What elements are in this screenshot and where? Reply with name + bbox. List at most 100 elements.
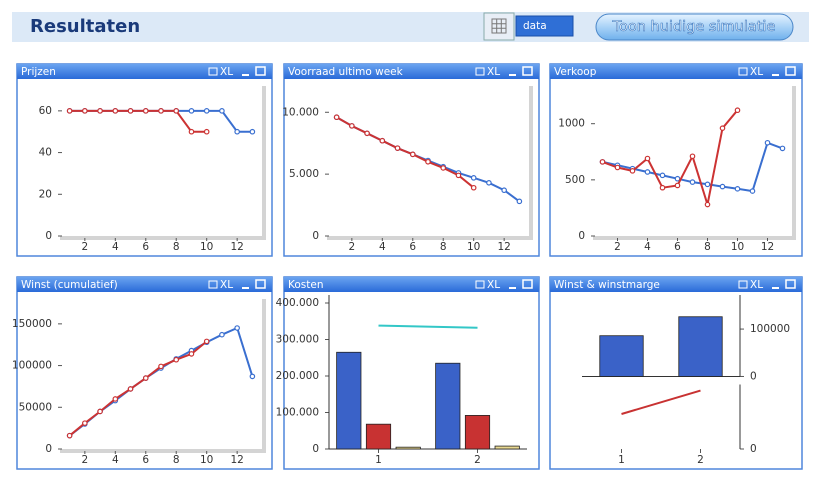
y-tick-label: 100000 [750, 323, 790, 335]
x-tick-label: 8 [173, 241, 180, 253]
print-icon [738, 67, 748, 76]
point [704, 201, 711, 208]
data-button[interactable] [515, 15, 574, 37]
point [97, 408, 103, 415]
bar [395, 446, 421, 450]
point [644, 169, 651, 175]
point [394, 145, 401, 151]
grid-icon[interactable] [483, 12, 515, 41]
bar [678, 316, 723, 377]
x-tick-label: 12 [230, 241, 243, 253]
x-tick-label: 4 [112, 454, 119, 466]
x-tick-label: 6 [409, 241, 416, 253]
x-tick-label: 2 [697, 454, 704, 466]
point [349, 123, 355, 129]
y-tick-label: 1000 [558, 118, 585, 130]
print-icon [208, 67, 218, 76]
x-tick-label: 6 [142, 454, 149, 466]
point [219, 331, 225, 338]
point [764, 139, 771, 146]
minimize-icon [772, 74, 779, 76]
simulation-button[interactable] [595, 13, 794, 41]
series-line [621, 389, 701, 415]
point [158, 108, 164, 114]
point [674, 182, 681, 189]
point [659, 184, 666, 191]
point [409, 151, 416, 158]
window [283, 276, 540, 470]
series-line [336, 116, 475, 189]
point [234, 128, 240, 135]
window-xl: XL [750, 279, 763, 291]
point [379, 137, 386, 144]
point [142, 375, 149, 381]
bar [336, 351, 362, 450]
y-tick-label: 0 [312, 230, 319, 242]
y-tick-label: 10.000 [282, 106, 319, 118]
point [112, 396, 119, 402]
point [249, 373, 256, 380]
minimize-icon [242, 74, 249, 76]
minimize-icon [242, 287, 249, 289]
maximize-icon [522, 279, 533, 289]
window-title: Winst & winstmarge [554, 279, 660, 291]
maximize-icon [255, 66, 266, 76]
x-tick-label: 10 [467, 241, 480, 253]
y-tick-label: 0 [312, 443, 319, 455]
x-tick-label: 10 [200, 454, 213, 466]
y-tick-label: 300.000 [276, 334, 319, 346]
point [142, 108, 149, 114]
point [440, 165, 447, 171]
series-line [378, 324, 478, 329]
window [549, 276, 803, 470]
window-xl: XL [220, 66, 233, 78]
x-tick-label: 2 [82, 241, 89, 253]
point [659, 172, 666, 179]
point [719, 183, 726, 190]
window-xl: XL [220, 279, 233, 291]
print-icon [738, 280, 748, 289]
minimize-icon [509, 74, 516, 76]
print-icon [475, 67, 485, 76]
point [779, 145, 786, 152]
point [66, 432, 73, 439]
point [644, 155, 651, 162]
y-tick-label: 100.000 [276, 407, 319, 419]
point [704, 181, 711, 188]
y-tick-label: 100000 [12, 360, 52, 372]
point [249, 128, 256, 135]
y-tick-label: 200.000 [276, 370, 319, 382]
point [719, 125, 726, 131]
minimize-icon [509, 287, 516, 289]
bar [435, 362, 461, 450]
y-tick-label: 20 [39, 188, 52, 200]
y-tick-label: 500 [565, 174, 585, 186]
point [364, 130, 370, 137]
y-tick-label: 0 [45, 230, 52, 242]
point [127, 386, 134, 392]
x-tick-label: 2 [82, 454, 89, 466]
minimize-icon [772, 287, 779, 289]
x-tick-label: 1 [618, 454, 625, 466]
y-tick-label: 0 [750, 370, 757, 382]
window-title: Kosten [288, 279, 324, 291]
y-tick-label: 0 [45, 443, 52, 455]
print-icon [208, 280, 218, 289]
window-titlebar [17, 64, 272, 79]
x-tick-label: 4 [112, 241, 119, 253]
bar [464, 415, 491, 450]
series-line [602, 109, 739, 205]
window-title: Verkoop [554, 66, 597, 78]
point [470, 175, 477, 181]
point [734, 107, 741, 114]
point [112, 108, 119, 114]
x-tick-label: 2 [614, 241, 621, 253]
y-tick-label: 50000 [19, 401, 52, 413]
point [470, 184, 477, 191]
series-line [69, 109, 207, 133]
window-title: Voorraad ultimo week [288, 66, 404, 78]
point [173, 356, 180, 363]
x-tick-label: 8 [704, 241, 711, 253]
window-titlebar [284, 277, 539, 292]
